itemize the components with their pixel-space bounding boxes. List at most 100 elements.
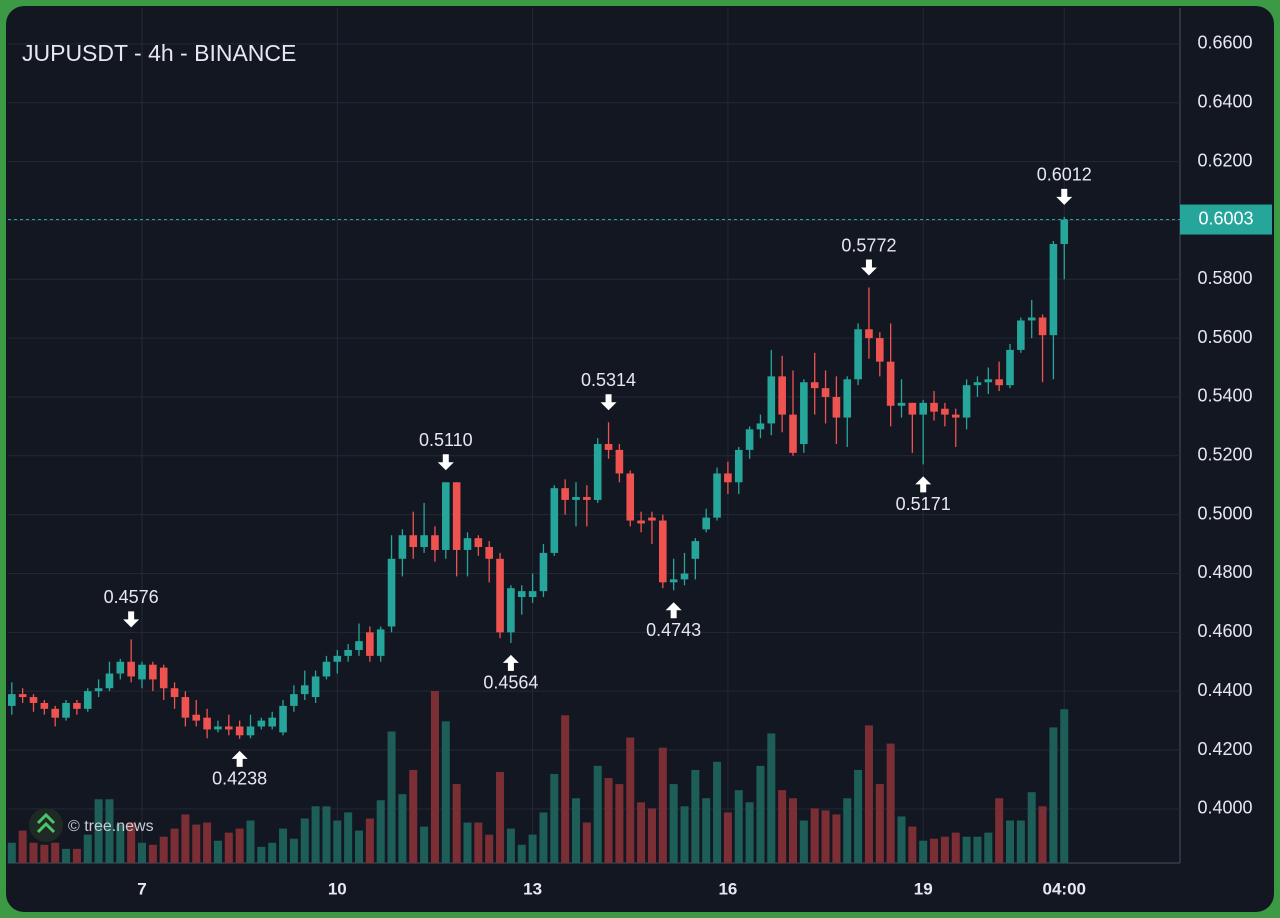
volume-bar xyxy=(854,769,863,863)
volume-bar xyxy=(72,848,81,863)
candle-body xyxy=(767,376,776,424)
candle-body xyxy=(1017,320,1025,350)
volume-bar xyxy=(756,765,765,863)
candle-body xyxy=(865,329,873,339)
volume-bar xyxy=(680,806,689,863)
volume-bar xyxy=(647,808,656,863)
volume-bar xyxy=(843,798,852,863)
candle-body xyxy=(919,402,927,415)
volume-bar xyxy=(778,790,787,863)
y-tick-label: 0.6400 xyxy=(1197,91,1252,111)
volume-bar xyxy=(886,743,895,863)
candle-body xyxy=(1049,243,1058,336)
chart-title: JUPUSDT - 4h - BINANCE xyxy=(22,40,296,66)
candle-body xyxy=(593,444,602,500)
candle-body xyxy=(908,402,917,415)
volume-bar xyxy=(62,848,71,863)
volume-bar xyxy=(940,836,949,863)
candle-body xyxy=(181,697,190,718)
candle-body xyxy=(192,714,201,721)
candle-body xyxy=(268,717,276,727)
volume-bar xyxy=(463,822,472,863)
volume-bar xyxy=(116,824,125,863)
volume-bar xyxy=(561,715,570,863)
candle-body xyxy=(51,708,59,718)
y-tick-label: 0.4200 xyxy=(1197,739,1252,759)
high-label: 0.5314 xyxy=(581,370,636,390)
y-tick-label: 0.4000 xyxy=(1197,798,1252,818)
candle-body xyxy=(724,473,732,483)
candle-body xyxy=(626,473,635,521)
panel xyxy=(6,6,1274,912)
volume-bar xyxy=(810,808,819,863)
volume-bar xyxy=(409,769,418,863)
volume-bar xyxy=(984,832,993,863)
volume-bar xyxy=(420,826,429,863)
volume-bar xyxy=(496,771,505,863)
candle-body xyxy=(18,694,27,698)
candle-body xyxy=(376,629,385,656)
volume-bar xyxy=(604,778,613,863)
volume-bar xyxy=(832,814,841,863)
candle-body xyxy=(40,702,49,709)
volume-bar xyxy=(908,826,917,863)
volume-bar xyxy=(799,820,808,863)
volume-bar xyxy=(138,842,146,863)
volume-bar xyxy=(83,834,92,863)
candle-body xyxy=(203,717,211,730)
high-label: 0.4576 xyxy=(104,587,159,607)
volume-bar xyxy=(344,812,353,863)
candle-body xyxy=(778,376,786,415)
candle-body xyxy=(756,423,765,430)
candle-body xyxy=(1038,317,1047,336)
volume-bar xyxy=(506,828,515,863)
volume-bar xyxy=(658,747,667,863)
candle-body xyxy=(409,535,418,548)
volume-bar xyxy=(821,810,830,863)
volume-bar xyxy=(268,842,277,863)
candle-body xyxy=(854,329,862,380)
volume-bar xyxy=(192,824,201,863)
candle-body xyxy=(474,538,483,548)
volume-bar xyxy=(289,838,298,863)
x-tick-label: 19 xyxy=(914,879,933,898)
volume-bar xyxy=(51,842,60,863)
high-label: 0.5110 xyxy=(419,430,473,450)
volume-bar xyxy=(875,784,884,863)
candle-body xyxy=(300,685,309,695)
candle-body xyxy=(810,382,819,389)
candle-body xyxy=(561,488,569,500)
volume-bar xyxy=(181,814,190,863)
candle-body xyxy=(311,676,320,698)
candle-body xyxy=(159,667,168,689)
low-arrow xyxy=(502,654,519,671)
candle-body xyxy=(507,588,515,633)
volume-bar xyxy=(7,842,16,863)
volume-bar xyxy=(127,822,136,863)
volume-bar xyxy=(930,838,939,863)
volume-bar xyxy=(485,834,494,863)
candle-body xyxy=(127,661,135,677)
candle-body xyxy=(637,520,645,524)
volume-bar xyxy=(734,790,743,863)
volume-bar xyxy=(105,799,114,863)
candle-body xyxy=(398,535,407,559)
high-label: 0.6012 xyxy=(1037,165,1092,185)
volume-bar xyxy=(452,784,461,863)
candle-body xyxy=(745,429,754,450)
candle-body xyxy=(279,705,287,733)
candle-body xyxy=(138,664,146,680)
candle-body xyxy=(344,649,352,656)
volume-bar xyxy=(224,832,233,863)
y-tick-label: 0.4400 xyxy=(1197,680,1252,700)
candle-body xyxy=(886,361,895,406)
candle-body xyxy=(876,338,884,362)
volume-bar xyxy=(691,769,700,863)
high-arrow xyxy=(1056,188,1073,205)
candle-body xyxy=(463,538,472,550)
volume-bar xyxy=(441,721,450,863)
volume-bar xyxy=(1060,709,1069,863)
y-tick-label: 0.5000 xyxy=(1197,503,1252,523)
volume-bar xyxy=(387,731,396,863)
last-price-label: 0.6003 xyxy=(1198,208,1253,228)
